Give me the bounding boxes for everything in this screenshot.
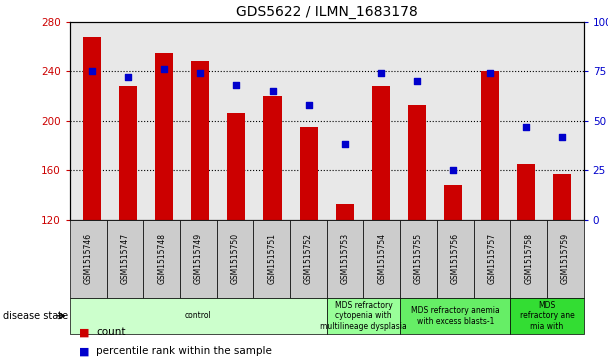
- Text: GSM1515752: GSM1515752: [304, 233, 313, 284]
- Bar: [227, 113, 246, 220]
- Text: control: control: [185, 311, 212, 320]
- Text: percentile rank within the sample: percentile rank within the sample: [96, 346, 272, 356]
- Point: [557, 134, 567, 139]
- Point: [159, 66, 169, 72]
- Text: GSM1515747: GSM1515747: [120, 233, 130, 284]
- Point: [340, 142, 350, 147]
- Point: [195, 70, 205, 76]
- Text: ■: ■: [79, 346, 89, 356]
- Bar: [83, 37, 101, 220]
- Text: MDS refractory anemia
with excess blasts-1: MDS refractory anemia with excess blasts…: [411, 306, 500, 326]
- Bar: [408, 105, 426, 220]
- Text: GSM1515749: GSM1515749: [194, 233, 203, 284]
- Bar: [300, 127, 318, 220]
- Point: [268, 88, 277, 94]
- Text: GSM1515757: GSM1515757: [488, 233, 497, 284]
- Text: GSM1515756: GSM1515756: [451, 233, 460, 284]
- Bar: [444, 185, 463, 220]
- Bar: [263, 96, 282, 220]
- Bar: [372, 86, 390, 220]
- Point: [485, 70, 494, 76]
- Point: [412, 78, 422, 84]
- Text: disease state: disease state: [3, 311, 68, 321]
- Bar: [119, 86, 137, 220]
- Bar: [191, 61, 209, 220]
- Title: GDS5622 / ILMN_1683178: GDS5622 / ILMN_1683178: [236, 5, 418, 19]
- Text: MDS refractory
cytopenia with
multilineage dysplasia: MDS refractory cytopenia with multilinea…: [320, 301, 407, 331]
- Bar: [155, 53, 173, 220]
- Text: ■: ■: [79, 327, 89, 337]
- Point: [304, 102, 314, 108]
- Point: [376, 70, 386, 76]
- Bar: [517, 164, 535, 220]
- Bar: [480, 71, 499, 220]
- Text: GSM1515758: GSM1515758: [524, 233, 533, 284]
- Point: [232, 82, 241, 88]
- Point: [123, 74, 133, 80]
- Text: GSM1515753: GSM1515753: [340, 233, 350, 284]
- Text: GSM1515754: GSM1515754: [378, 233, 386, 284]
- Bar: [553, 174, 571, 220]
- Point: [521, 124, 531, 130]
- Text: GSM1515759: GSM1515759: [561, 233, 570, 284]
- Text: GSM1515748: GSM1515748: [157, 233, 166, 284]
- Text: GSM1515755: GSM1515755: [414, 233, 423, 284]
- Text: MDS
refractory ane
mia with: MDS refractory ane mia with: [520, 301, 575, 331]
- Text: GSM1515750: GSM1515750: [230, 233, 240, 284]
- Bar: [336, 204, 354, 220]
- Text: GSM1515746: GSM1515746: [84, 233, 93, 284]
- Point: [449, 167, 458, 173]
- Point: [87, 68, 97, 74]
- Text: GSM1515751: GSM1515751: [268, 233, 276, 284]
- Text: count: count: [96, 327, 126, 337]
